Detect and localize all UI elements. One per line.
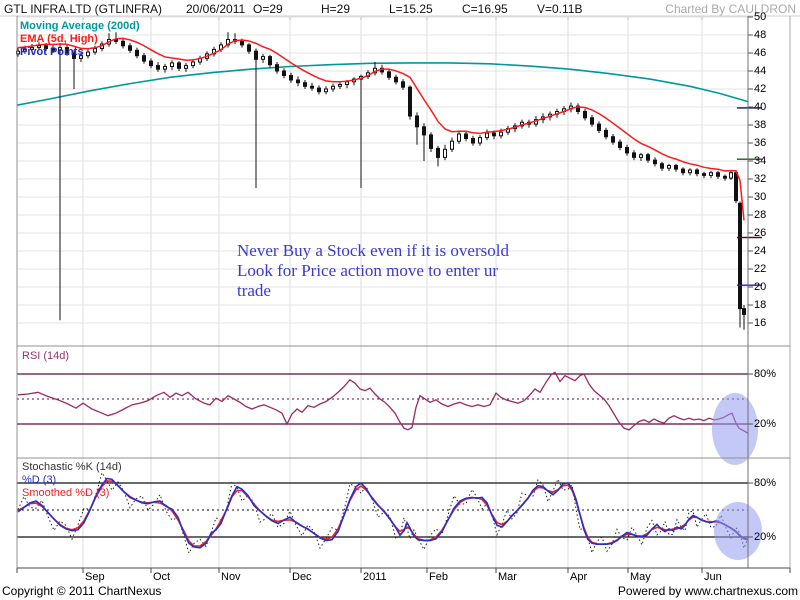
- rsi-20-label: 20%: [754, 418, 777, 430]
- month-label: Oct: [153, 571, 171, 583]
- annotation-line-2: Look for Price action move to enter ur: [237, 261, 499, 280]
- price-tick-label: 50: [754, 11, 767, 23]
- annotation-line-3: trade: [237, 281, 271, 300]
- month-label: Sep: [85, 571, 105, 583]
- highlight-ellipse: [714, 502, 762, 560]
- price-tick-label: 20: [754, 281, 767, 293]
- stochastic-k-label: Stochastic %K (14d): [22, 461, 122, 473]
- stochastic-80-label: 80%: [754, 477, 777, 489]
- copyright-label: Copyright © 2011 ChartNexus: [2, 584, 162, 598]
- month-label: Mar: [498, 571, 517, 583]
- price-tick-label: 38: [754, 119, 767, 131]
- month-label: Nov: [221, 571, 241, 583]
- stochastic-20-label: 20%: [754, 531, 777, 543]
- price-tick-label: 46: [754, 47, 767, 59]
- quote-volume: V=0.11B: [537, 2, 583, 16]
- price-tick-label: 28: [754, 209, 767, 221]
- price-tick-label: 44: [754, 65, 767, 77]
- rsi-panel-label: RSI (14d): [22, 350, 70, 362]
- month-label: Jun: [704, 571, 722, 583]
- price-tick-label: 30: [754, 191, 767, 203]
- quote-high: H=29: [321, 2, 351, 16]
- price-tick-label: 16: [754, 317, 767, 329]
- price-tick-label: 26: [754, 227, 767, 239]
- month-label: Feb: [429, 571, 448, 583]
- rsi-80-label: 80%: [754, 368, 777, 380]
- stochastic-d-label: %D (3): [22, 474, 57, 486]
- month-label: May: [630, 571, 651, 583]
- powered-by-label: Powered by www.chartnexus.com: [617, 584, 798, 598]
- quote-open: O=29: [253, 2, 283, 16]
- quote-close: C=16.95: [462, 2, 508, 16]
- trader-annotation: Never Buy a Stock even if it is oversold…: [237, 241, 509, 301]
- annotation-line-1: Never Buy a Stock even if it is oversold: [237, 241, 509, 260]
- quote-date: 20/06/2011: [186, 2, 246, 16]
- legend-ema: EMA (5d, High): [20, 33, 98, 45]
- legend-moving-average: Moving Average (200d): [20, 20, 140, 32]
- charted-by-label: Charted By CAULDRON: [665, 2, 796, 16]
- price-tick-label: 24: [754, 245, 767, 257]
- price-tick-label: 34: [754, 155, 767, 167]
- price-tick-label: 42: [754, 83, 767, 95]
- month-label: 2011: [363, 571, 387, 583]
- month-label: Apr: [570, 571, 588, 583]
- quote-low: L=15.25: [389, 2, 433, 16]
- month-label: Dec: [292, 571, 312, 583]
- price-tick-label: 32: [754, 173, 767, 185]
- price-tick-label: 40: [754, 101, 767, 113]
- price-tick-label: 48: [754, 29, 767, 41]
- symbol-title: GTL INFRA.LTD (GTLINFRA): [4, 2, 163, 16]
- price-tick-label: 36: [754, 137, 767, 149]
- price-tick-label: 22: [754, 263, 767, 275]
- highlight-ellipse: [712, 393, 758, 465]
- stochastic-sd-label: Smoothed %D (3): [22, 487, 110, 499]
- price-tick-label: 18: [754, 299, 767, 311]
- legend-pivot-points: Pivot Points: [20, 46, 84, 58]
